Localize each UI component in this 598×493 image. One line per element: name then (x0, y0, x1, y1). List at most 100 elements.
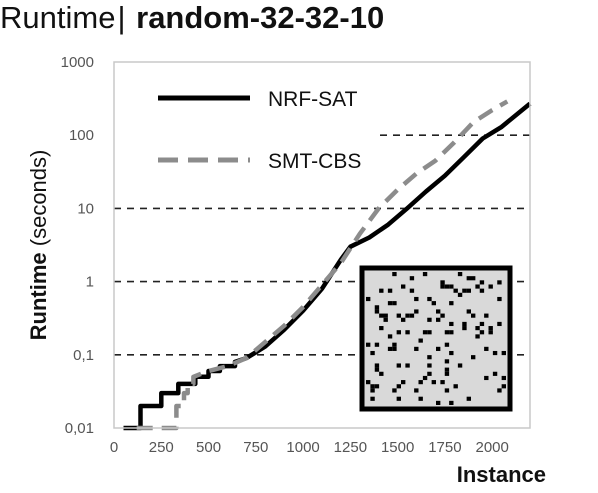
obstacle-cell (462, 326, 467, 331)
obstacle-cell (427, 296, 432, 302)
obstacle-cell (387, 346, 393, 351)
obstacle-cell (427, 355, 432, 360)
obstacle-cell (366, 342, 371, 347)
gridlines (114, 134, 530, 356)
obstacle-cell (374, 363, 380, 368)
obstacle-cell (387, 301, 393, 306)
obstacle-cell (422, 330, 428, 335)
obstacle-cell (387, 334, 393, 339)
obstacle-cell (422, 272, 428, 277)
obstacle-cell (427, 363, 432, 368)
obstacle-cell (383, 317, 388, 322)
obstacle-cell (462, 321, 467, 327)
x-axis-ticks: 0 250 500 750 1000 1250 1500 1750 2000 (110, 439, 509, 456)
obstacle-cell (471, 276, 476, 281)
obstacle-cell (418, 338, 423, 343)
obstacle-cell (440, 284, 445, 289)
y-tick-label: 1 (86, 274, 94, 291)
x-tick-label: 2000 (475, 439, 508, 456)
obstacle-cell (440, 380, 445, 385)
y-tick-label: 10 (77, 200, 94, 217)
x-tick-label: 0 (110, 439, 118, 456)
obstacle-cell (501, 375, 506, 381)
obstacle-cell (471, 355, 476, 360)
series-line-smt-cbs (136, 99, 509, 431)
plot-area-border (113, 61, 531, 429)
obstacle-cell (444, 388, 450, 393)
obstacle-cell (374, 342, 380, 347)
obstacle-cell (479, 280, 485, 285)
obstacle-cell (379, 313, 384, 318)
obstacle-cell (422, 375, 428, 381)
obstacle-cell (374, 309, 380, 314)
obstacle-cell (492, 350, 498, 356)
chart-title: Runtime| random-32-32-10 (0, 0, 384, 36)
y-tick-label: 1000 (61, 54, 94, 71)
obstacle-cell (497, 321, 502, 327)
obstacle-cell (436, 400, 441, 405)
obstacle-cell (418, 380, 423, 385)
obstacle-cell (379, 371, 384, 376)
obstacle-cell (370, 396, 375, 401)
obstacle-cell (466, 309, 471, 314)
obstacle-cell (479, 288, 485, 293)
obstacle-cell (409, 276, 415, 281)
legend-label-nrf-sat: NRF-SAT (268, 88, 358, 111)
obstacle-cell (392, 346, 397, 351)
obstacle-cell (449, 321, 454, 327)
obstacle-cell (392, 388, 397, 393)
obstacle-cell (484, 346, 489, 351)
obstacle-cell (401, 380, 406, 385)
obstacle-cell (466, 396, 471, 401)
obstacle-cell (427, 317, 432, 322)
obstacle-cell (392, 272, 397, 277)
obstacle-cell (431, 301, 436, 306)
obstacle-cell (440, 280, 445, 285)
obstacle-cell (427, 371, 432, 376)
obstacle-cell (405, 330, 410, 335)
obstacle-cell (414, 346, 419, 351)
obstacle-cell (440, 313, 445, 318)
obstacle-cell (374, 367, 380, 372)
obstacle-cell (471, 313, 476, 318)
obstacle-cell (387, 288, 393, 293)
obstacle-cell (383, 313, 388, 318)
obstacle-cell (392, 342, 397, 347)
obstacle-cell (414, 309, 419, 314)
obstacle-cell (396, 330, 401, 335)
obstacle-cell (488, 330, 493, 335)
obstacle-cell (396, 384, 401, 389)
obstacle-cell (488, 326, 493, 331)
obstacle-cell (366, 296, 371, 302)
obstacle-cell (370, 350, 375, 356)
map-inset (359, 265, 513, 412)
obstacle-cell (401, 284, 406, 289)
obstacle-cell (453, 288, 458, 293)
obstacle-cell (492, 371, 498, 376)
obstacle-cell (436, 346, 441, 351)
obstacle-cell (396, 396, 401, 401)
map-frame (359, 265, 513, 412)
obstacle-cell (409, 313, 415, 318)
obstacle-cell (475, 326, 480, 331)
series-lines (123, 99, 532, 431)
obstacle-cell (414, 296, 419, 302)
y-tick-label: 0,01 (65, 420, 94, 437)
obstacle-cell (436, 309, 441, 314)
x-tick-label: 1250 (334, 439, 367, 456)
obstacle-cell (479, 330, 485, 335)
obstacle-cell (366, 380, 371, 385)
obstacle-cell (462, 288, 467, 293)
obstacle-cell (449, 301, 454, 306)
obstacle-cell (444, 359, 450, 364)
obstacle-cell (497, 280, 502, 285)
obstacle-cell (444, 371, 450, 376)
x-tick-label: 250 (149, 439, 174, 456)
obstacle-cell (444, 367, 450, 372)
obstacle-cell (484, 375, 489, 381)
obstacle-cell (449, 350, 454, 356)
obstacle-cell (444, 330, 450, 335)
legend: NRF-SAT SMT-CBS (158, 88, 361, 173)
obstacle-cell (370, 388, 375, 393)
